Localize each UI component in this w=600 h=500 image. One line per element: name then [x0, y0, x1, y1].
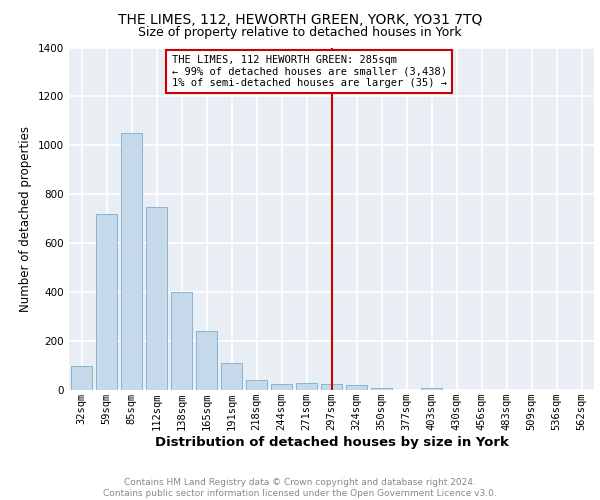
Bar	[346, 385, 367, 390]
Bar	[196, 332, 217, 390]
Bar	[96, 214, 117, 390]
Text: Size of property relative to detached houses in York: Size of property relative to detached ho…	[138, 26, 462, 39]
Text: THE LIMES, 112, HEWORTH GREEN, YORK, YO31 7TQ: THE LIMES, 112, HEWORTH GREEN, YORK, YO3…	[118, 12, 482, 26]
Bar	[371, 388, 392, 390]
Bar	[171, 292, 192, 390]
Text: THE LIMES, 112 HEWORTH GREEN: 285sqm
← 99% of detached houses are smaller (3,438: THE LIMES, 112 HEWORTH GREEN: 285sqm ← 9…	[172, 55, 446, 88]
Bar	[421, 388, 442, 390]
X-axis label: Distribution of detached houses by size in York: Distribution of detached houses by size …	[155, 436, 508, 449]
Bar	[246, 380, 267, 390]
Bar	[146, 206, 167, 390]
Text: Contains HM Land Registry data © Crown copyright and database right 2024.
Contai: Contains HM Land Registry data © Crown c…	[103, 478, 497, 498]
Bar	[121, 133, 142, 390]
Bar	[271, 384, 292, 390]
Bar	[321, 384, 342, 390]
Bar	[296, 382, 317, 390]
Y-axis label: Number of detached properties: Number of detached properties	[19, 126, 32, 312]
Bar	[71, 366, 92, 390]
Bar	[221, 363, 242, 390]
